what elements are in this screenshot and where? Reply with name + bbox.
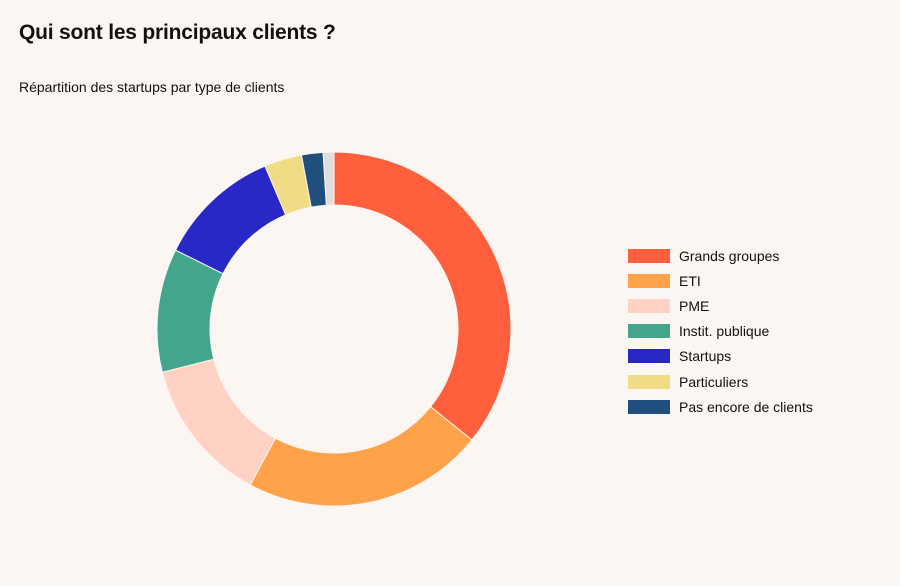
donut-slice-startups [174, 165, 287, 275]
legend-item-particuliers: Particuliers [628, 369, 813, 394]
legend-item-grands-groupes: Grands groupes [628, 243, 813, 268]
legend-label: Pas encore de clients [679, 398, 813, 415]
donut-slice-eti [249, 406, 473, 507]
legend-swatch [628, 273, 670, 288]
legend-label: Instit. publique [679, 323, 770, 340]
legend-item-pme: PME [628, 293, 813, 318]
legend-item-pas-encore-de-clients: Pas encore de clients [628, 394, 813, 419]
legend-label: PME [679, 297, 710, 314]
legend-swatch [628, 349, 670, 364]
legend-item-eti: ETI [628, 268, 813, 293]
legend-label: Grands groupes [679, 247, 780, 264]
legend-swatch [628, 374, 670, 389]
donut-slice-grands-groupes [333, 151, 512, 441]
legend-label: ETI [679, 272, 701, 289]
chart-title: Qui sont les principaux clients ? [19, 21, 336, 44]
legend-swatch [628, 248, 670, 263]
donut-slice-pme [161, 358, 277, 486]
donut-slice-other-7 [322, 151, 335, 206]
chart-legend: Grands groupes ETI PME Instit. publique Star… [628, 243, 813, 419]
legend-swatch [628, 399, 670, 414]
legend-item-startups: Startups [628, 344, 813, 369]
legend-swatch [628, 324, 670, 339]
legend-label: Particuliers [679, 373, 749, 390]
legend-label: Startups [679, 348, 732, 365]
legend-item-instit-publique: Instit. publique [628, 319, 813, 344]
legend-swatch [628, 298, 670, 313]
chart-subtitle: Répartition des startups par type de cli… [19, 79, 285, 95]
